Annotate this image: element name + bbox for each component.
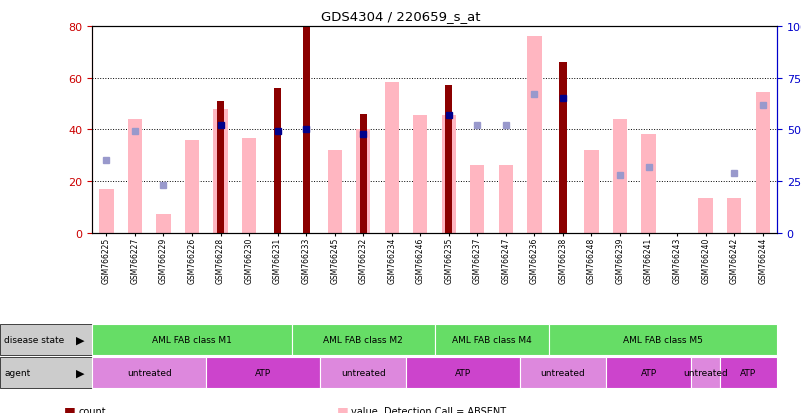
Bar [585, 151, 598, 233]
Bar [99, 190, 114, 233]
Bar [360, 114, 367, 233]
Bar [156, 215, 171, 233]
Bar [727, 198, 741, 233]
Text: AML FAB class M4: AML FAB class M4 [452, 335, 532, 344]
Text: count: count [78, 406, 106, 413]
Text: untreated: untreated [341, 368, 385, 377]
Text: ATP: ATP [455, 368, 471, 377]
Text: ▶: ▶ [75, 335, 84, 345]
Text: ATP: ATP [740, 368, 756, 377]
Text: ■: ■ [336, 404, 348, 413]
Bar [356, 130, 370, 233]
Text: AML FAB class M1: AML FAB class M1 [152, 335, 232, 344]
Bar [242, 138, 256, 233]
Text: untreated: untreated [541, 368, 586, 377]
Bar [499, 165, 513, 233]
Text: ATP: ATP [256, 368, 272, 377]
Text: value, Detection Call = ABSENT: value, Detection Call = ABSENT [351, 406, 506, 413]
Bar [274, 89, 281, 233]
Text: ▶: ▶ [75, 368, 84, 378]
Bar [185, 140, 199, 233]
Bar [642, 134, 656, 233]
Bar [384, 83, 399, 233]
Text: GDS4304 / 220659_s_at: GDS4304 / 220659_s_at [320, 10, 481, 23]
Bar [328, 151, 342, 233]
Text: AML FAB class M5: AML FAB class M5 [623, 335, 702, 344]
Bar [413, 116, 428, 233]
Text: untreated: untreated [683, 368, 728, 377]
Bar [441, 116, 456, 233]
Text: disease state: disease state [4, 335, 64, 344]
Bar [559, 63, 566, 233]
Bar [613, 120, 627, 233]
Bar [470, 165, 485, 233]
Bar [303, 27, 310, 233]
Text: untreated: untreated [127, 368, 171, 377]
Text: ATP: ATP [641, 368, 657, 377]
Bar [698, 198, 713, 233]
Bar [527, 37, 541, 233]
Bar [217, 102, 224, 233]
Bar [755, 93, 770, 233]
Bar [128, 120, 142, 233]
Text: agent: agent [4, 368, 30, 377]
Bar [213, 109, 227, 233]
Text: ■: ■ [64, 404, 76, 413]
Bar [445, 86, 453, 233]
Text: AML FAB class M2: AML FAB class M2 [324, 335, 403, 344]
